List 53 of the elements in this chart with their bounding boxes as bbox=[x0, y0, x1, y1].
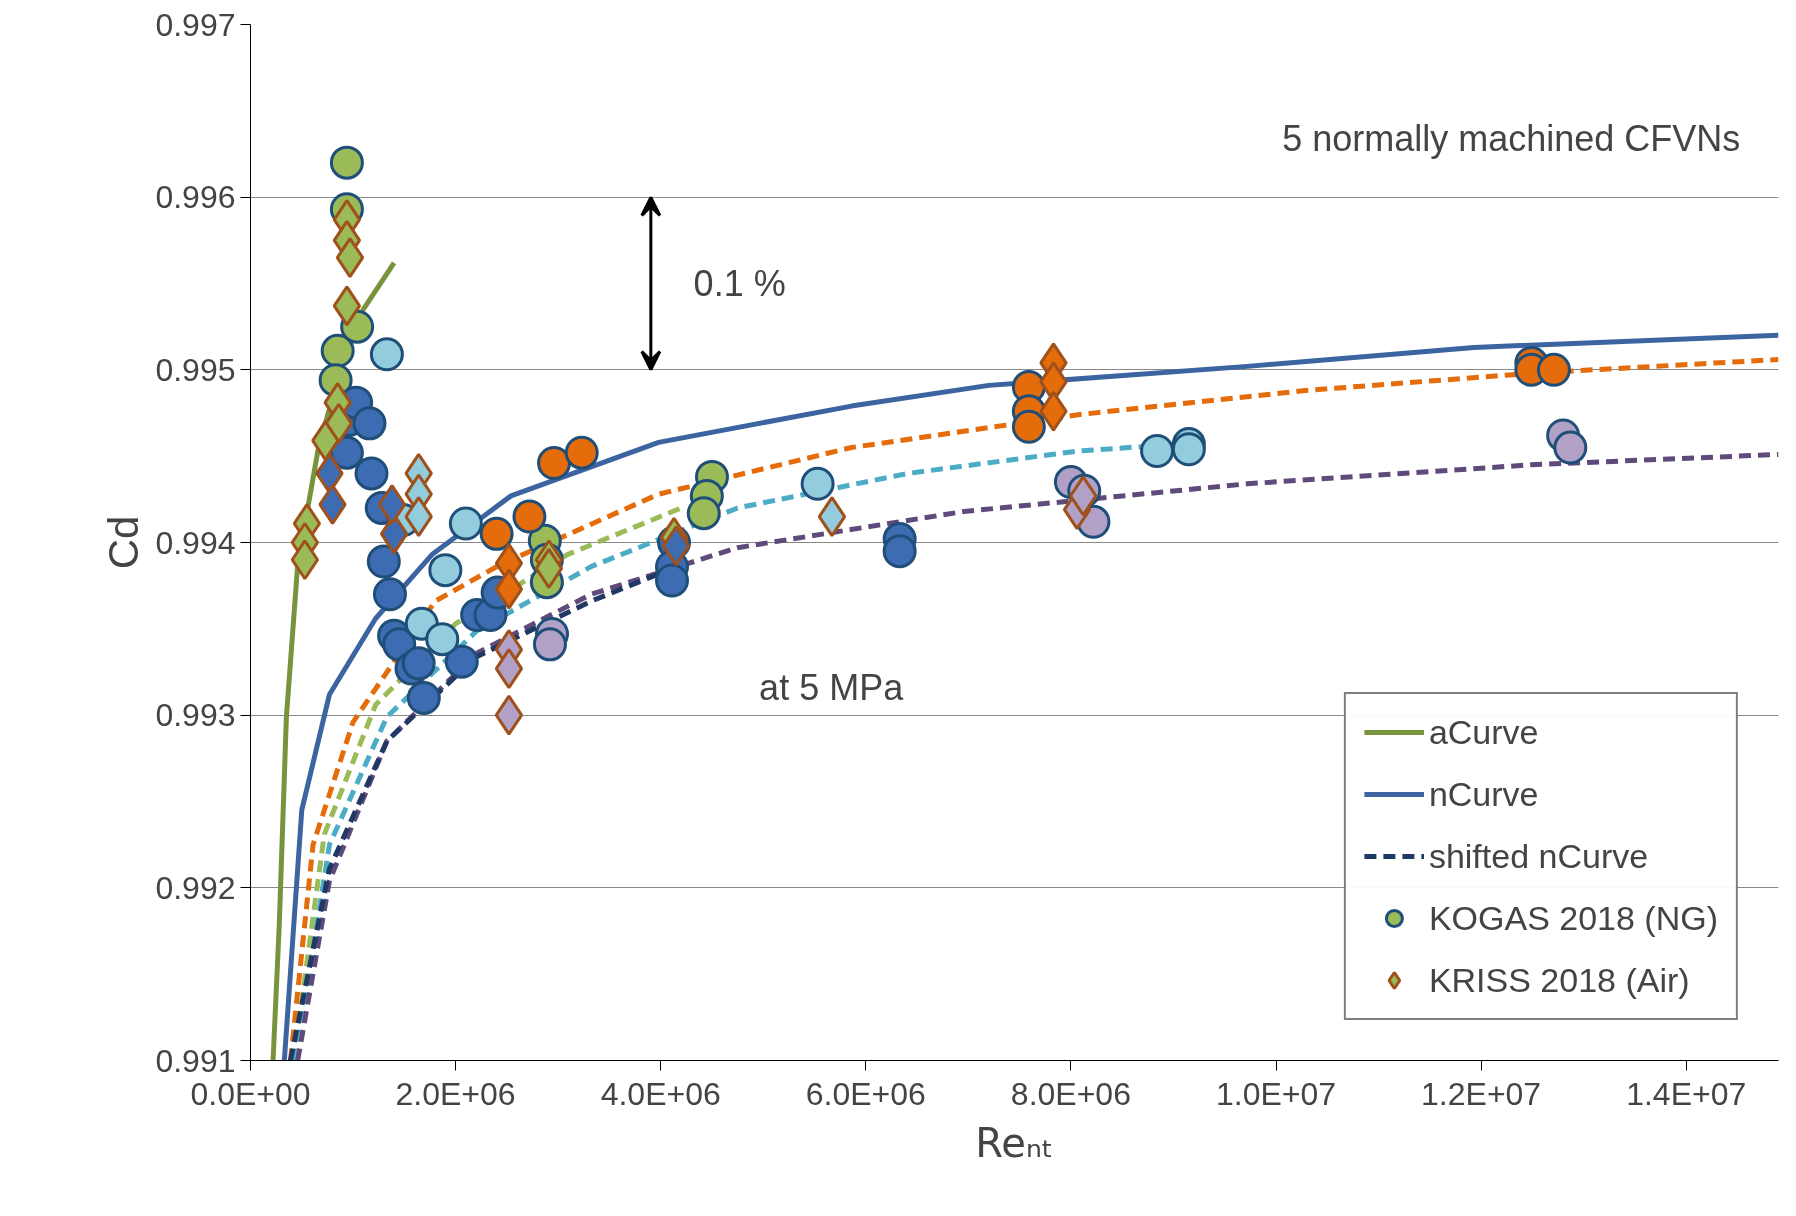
y-tick-label: 0.996 bbox=[155, 179, 236, 216]
point bbox=[366, 544, 401, 579]
y-tick-label: 0.994 bbox=[155, 524, 236, 561]
x-tick-label: 1.2E+07 bbox=[1421, 1075, 1542, 1112]
y-tick-label: 0.997 bbox=[155, 6, 236, 43]
x-tick-label: 6.0E+06 bbox=[805, 1075, 926, 1112]
point bbox=[532, 627, 567, 662]
point bbox=[1011, 409, 1046, 444]
point bbox=[335, 237, 365, 279]
point bbox=[817, 496, 847, 538]
point bbox=[1140, 434, 1175, 468]
point bbox=[372, 577, 407, 612]
legend-label: aCurve bbox=[1428, 712, 1539, 752]
point bbox=[654, 563, 689, 598]
point bbox=[564, 435, 599, 470]
point bbox=[448, 506, 483, 541]
point bbox=[494, 694, 524, 736]
point bbox=[401, 646, 436, 681]
point bbox=[882, 534, 917, 569]
x-tick-label: 2.0E+06 bbox=[395, 1075, 516, 1112]
point bbox=[512, 499, 547, 534]
annotation: at 5 MPa bbox=[759, 667, 905, 709]
point bbox=[369, 337, 404, 372]
point bbox=[800, 466, 835, 501]
x-tick-label: 8.0E+06 bbox=[1010, 1075, 1131, 1112]
x-tick-label: 4.0E+06 bbox=[600, 1075, 721, 1112]
x-tick-label: 1.4E+07 bbox=[1626, 1075, 1747, 1112]
point bbox=[494, 648, 524, 690]
point bbox=[1536, 352, 1571, 387]
x-axis-title: Reₙₜ bbox=[975, 1119, 1054, 1166]
y-tick-label: 0.995 bbox=[155, 351, 236, 388]
legend-label: shifted nCurve bbox=[1428, 836, 1649, 876]
point bbox=[406, 680, 441, 715]
y-tick-label: 0.992 bbox=[155, 869, 236, 906]
legend-label: KRISS 2018 (Air) bbox=[1428, 960, 1690, 1000]
point bbox=[290, 539, 320, 581]
annotation: 0.1 % bbox=[693, 263, 786, 304]
point bbox=[534, 547, 564, 589]
legend-label: nCurve bbox=[1428, 774, 1539, 814]
x-tick-label: 1.0E+07 bbox=[1215, 1075, 1337, 1112]
point bbox=[537, 446, 572, 481]
point bbox=[444, 644, 479, 679]
point bbox=[479, 516, 514, 551]
annotation: 5 normally machined CFVNs bbox=[1282, 117, 1741, 159]
point bbox=[1553, 430, 1588, 465]
point bbox=[354, 456, 389, 491]
y-tick-label: 0.993 bbox=[155, 697, 236, 734]
point bbox=[428, 553, 463, 588]
y-axis-title: Cd bbox=[100, 515, 148, 570]
point bbox=[425, 622, 460, 657]
point bbox=[494, 568, 524, 610]
point bbox=[332, 285, 362, 327]
legend-label: KOGAS 2018 (NG) bbox=[1428, 898, 1718, 938]
